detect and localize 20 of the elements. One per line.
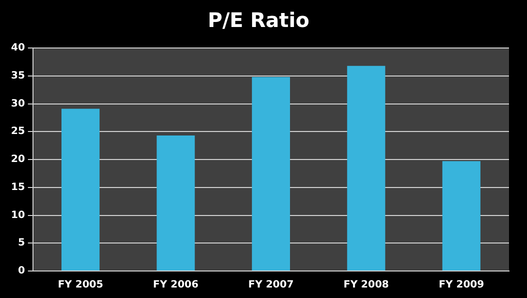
x-tick-label: FY 2009 xyxy=(438,280,484,291)
bar xyxy=(156,136,195,270)
x-tick-label: FY 2007 xyxy=(248,280,294,291)
chart-title: P/E Ratio xyxy=(208,8,310,32)
x-tick-label: FY 2006 xyxy=(153,280,198,291)
bar xyxy=(61,108,100,270)
y-tick-label: 20 xyxy=(10,154,25,166)
x-tick-label: FY 2005 xyxy=(58,280,104,291)
y-tick-label: 0 xyxy=(18,266,25,277)
bar xyxy=(442,161,480,270)
y-tick-label: 35 xyxy=(10,70,25,82)
x-tick-label: FY 2008 xyxy=(343,280,389,291)
y-tick-label: 15 xyxy=(10,182,25,193)
y-tick-label: 10 xyxy=(10,210,25,221)
bar xyxy=(252,76,290,270)
y-tick-label: 5 xyxy=(18,238,25,249)
y-tick-label: 25 xyxy=(10,126,25,138)
bar xyxy=(347,66,386,270)
y-tick-label: 30 xyxy=(10,98,25,110)
y-tick-label: 40 xyxy=(10,42,25,54)
